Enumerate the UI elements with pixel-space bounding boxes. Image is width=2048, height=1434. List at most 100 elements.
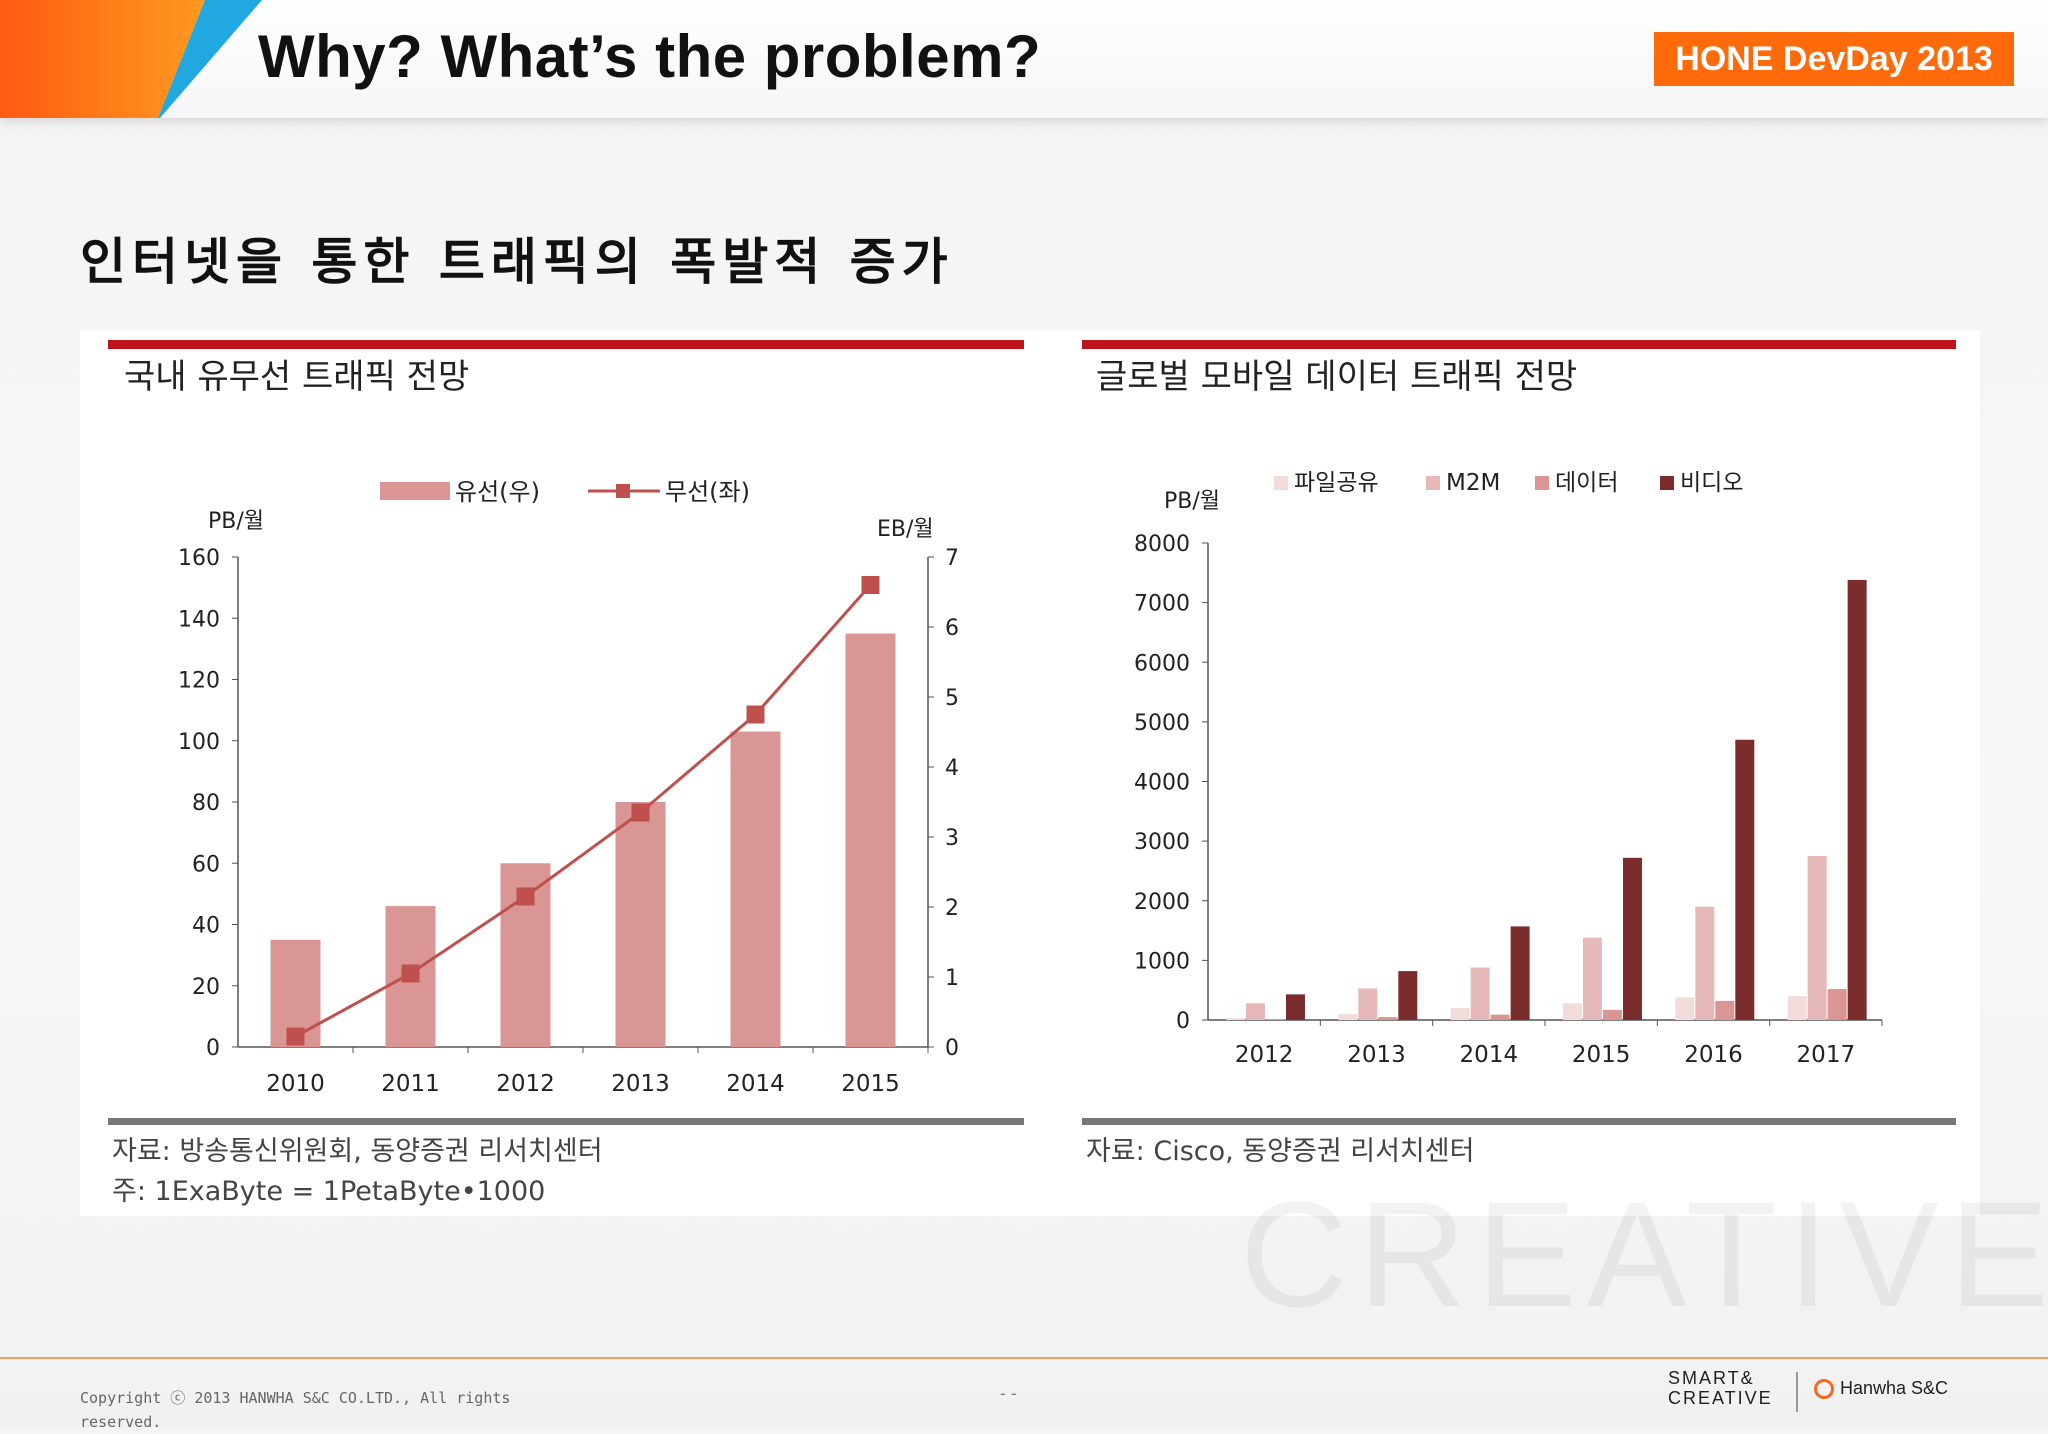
header-accent-shape xyxy=(0,0,262,118)
figure-panel: 국내 유무선 트래픽 전망 자료: 방송통신위원회, 동양증권 리서치센터 주:… xyxy=(80,330,1980,1216)
left-x-tick-label: 2013 xyxy=(611,1071,670,1097)
left-y-tick-label: 120 xyxy=(178,669,220,694)
left-y-tick-label: 100 xyxy=(178,730,220,755)
right-source-rule xyxy=(1082,1118,1956,1125)
left-y-tick-label: 40 xyxy=(192,914,220,939)
right-x-tick-label: 2013 xyxy=(1347,1042,1406,1068)
left-legend: 유선(우) 무선(좌) xyxy=(380,478,750,506)
right-y-tick-label: 5000 xyxy=(1134,711,1190,736)
left-chart: 국내 유무선 트래픽 전망 자료: 방송통신위원회, 동양증권 리서치센터 주:… xyxy=(108,340,1024,1207)
left-bar xyxy=(730,731,781,1047)
left-y2-tick-label: 2 xyxy=(945,896,959,921)
right-y-tick-label: 7000 xyxy=(1134,592,1190,617)
left-y-tick-label: 60 xyxy=(192,852,220,877)
right-x-tick-label: 2017 xyxy=(1797,1042,1856,1068)
right-bar xyxy=(1338,1014,1358,1020)
right-legend: 파일공유 M2M 데이터 비디오 xyxy=(1274,470,1743,496)
smart-creative-logo: SMART& CREATIVE xyxy=(1668,1368,1773,1408)
left-source-text: 자료: 방송통신위원회, 동양증권 리서치센터 xyxy=(112,1136,603,1167)
right-chart-title: 글로벌 모바일 데이터 트래픽 전망 xyxy=(1096,357,1577,397)
left-line-point xyxy=(286,1027,305,1046)
right-bar xyxy=(1245,1003,1265,1020)
right-y-tick-label: 4000 xyxy=(1134,771,1190,796)
right-bar xyxy=(1265,1019,1285,1020)
event-badge: HONE DevDay 2013 xyxy=(1654,32,2014,86)
legend-label-wired: 유선(우) xyxy=(455,478,540,506)
right-bar xyxy=(1358,988,1378,1020)
copyright-text: Copyright ⓒ 2013 HANWHA S&C CO.LTD., All… xyxy=(80,1389,511,1431)
right-y-tick-label: 1000 xyxy=(1134,949,1190,974)
left-x-tick-label: 2012 xyxy=(496,1071,555,1097)
left-x-tick-label: 2014 xyxy=(726,1071,785,1097)
left-line-point xyxy=(746,705,765,724)
right-legend-swatch xyxy=(1274,476,1288,490)
hanwha-mark-icon xyxy=(1814,1378,1834,1399)
right-legend-swatch xyxy=(1535,476,1549,490)
left-chart-title: 국내 유무선 트래픽 전망 xyxy=(124,357,469,397)
right-y-tick-label: 0 xyxy=(1176,1009,1190,1034)
right-bar xyxy=(1715,1000,1735,1020)
right-y-tick-label: 2000 xyxy=(1134,890,1190,915)
left-y2-tick-label: 0 xyxy=(945,1036,959,1061)
legend-swatch-wired xyxy=(380,482,450,500)
right-bar xyxy=(1378,1017,1398,1020)
right-source-text: 자료: Cisco, 동양증권 리서치센터 xyxy=(1086,1136,1474,1167)
right-legend-label: 비디오 xyxy=(1680,470,1743,496)
left-y2-tick-label: 5 xyxy=(945,686,959,711)
right-title-rule xyxy=(1082,340,1956,349)
watermark-text: CREATIVE xyxy=(1240,1170,2048,1338)
right-bar xyxy=(1675,997,1695,1020)
charts-svg: 국내 유무선 트래픽 전망 자료: 방송통신위원회, 동양증권 리서치센터 주:… xyxy=(108,340,1956,1207)
right-bar xyxy=(1787,996,1807,1020)
left-y2-label: EB/월 xyxy=(877,517,934,542)
right-y-label: PB/월 xyxy=(1164,489,1220,514)
left-y-tick-label: 140 xyxy=(178,607,220,632)
left-y-tick-label: 160 xyxy=(178,546,220,571)
logo-divider xyxy=(1796,1372,1798,1412)
right-chart: 글로벌 모바일 데이터 트래픽 전망 자료: Cisco, 동양증권 리서치센터… xyxy=(1082,340,1956,1167)
right-legend-swatch xyxy=(1660,476,1674,490)
right-x-tick-label: 2016 xyxy=(1684,1042,1743,1068)
left-y-tick-label: 20 xyxy=(192,975,220,1000)
right-bar xyxy=(1562,1003,1582,1020)
right-y-tick-label: 6000 xyxy=(1134,651,1190,676)
right-bar xyxy=(1225,1018,1245,1020)
left-plot-area: 0 20 40 60 80 100 120 140 160 0 1 2 3 4 5 6 7 2010 2011 201… xyxy=(178,546,959,1097)
right-bar xyxy=(1470,967,1490,1020)
right-bar xyxy=(1602,1009,1622,1020)
left-x-tick-label: 2011 xyxy=(381,1071,440,1097)
left-line-point xyxy=(631,803,650,822)
right-x-tick-label: 2014 xyxy=(1460,1042,1519,1068)
left-line-point xyxy=(401,964,420,983)
right-x-tick-label: 2015 xyxy=(1572,1042,1631,1068)
left-y2-tick-label: 6 xyxy=(945,616,959,641)
legend-marker-wireless xyxy=(616,484,630,498)
left-y2-tick-label: 4 xyxy=(945,756,959,781)
logo-smart-text: SMART& xyxy=(1668,1368,1755,1388)
right-bar xyxy=(1582,937,1602,1020)
legend-label-wireless: 무선(좌) xyxy=(665,478,750,506)
right-legend-label: M2M xyxy=(1446,470,1500,496)
left-wireless-line xyxy=(294,584,872,1038)
right-bar xyxy=(1735,739,1755,1020)
right-bar xyxy=(1398,971,1418,1020)
left-title-rule xyxy=(108,340,1024,349)
right-legend-label: 파일공유 xyxy=(1294,470,1379,496)
right-bar xyxy=(1807,856,1827,1020)
hanwha-logo-text: Hanwha S&C xyxy=(1840,1378,1949,1398)
left-y2-tick-label: 1 xyxy=(945,966,959,991)
right-x-tick-label: 2012 xyxy=(1235,1042,1294,1068)
right-legend-label: 데이터 xyxy=(1555,470,1618,496)
left-x-tick-label: 2015 xyxy=(841,1071,900,1097)
slide-subtitle: 인터넷을 통한 트래픽의 폭발적 증가 xyxy=(80,232,954,291)
left-y-label: PB/월 xyxy=(208,509,264,534)
right-bar xyxy=(1622,857,1642,1020)
right-bar xyxy=(1490,1014,1510,1020)
right-legend-swatch xyxy=(1426,476,1440,490)
left-y2-tick-label: 7 xyxy=(945,546,959,571)
left-y-tick-label: 80 xyxy=(192,791,220,816)
left-y-tick-label: 0 xyxy=(206,1036,220,1061)
slide-title: Why? What’s the problem? xyxy=(258,23,1042,90)
slide-header: Why? What’s the problem? HONE DevDay 201… xyxy=(0,0,2048,118)
right-bar xyxy=(1827,988,1847,1020)
